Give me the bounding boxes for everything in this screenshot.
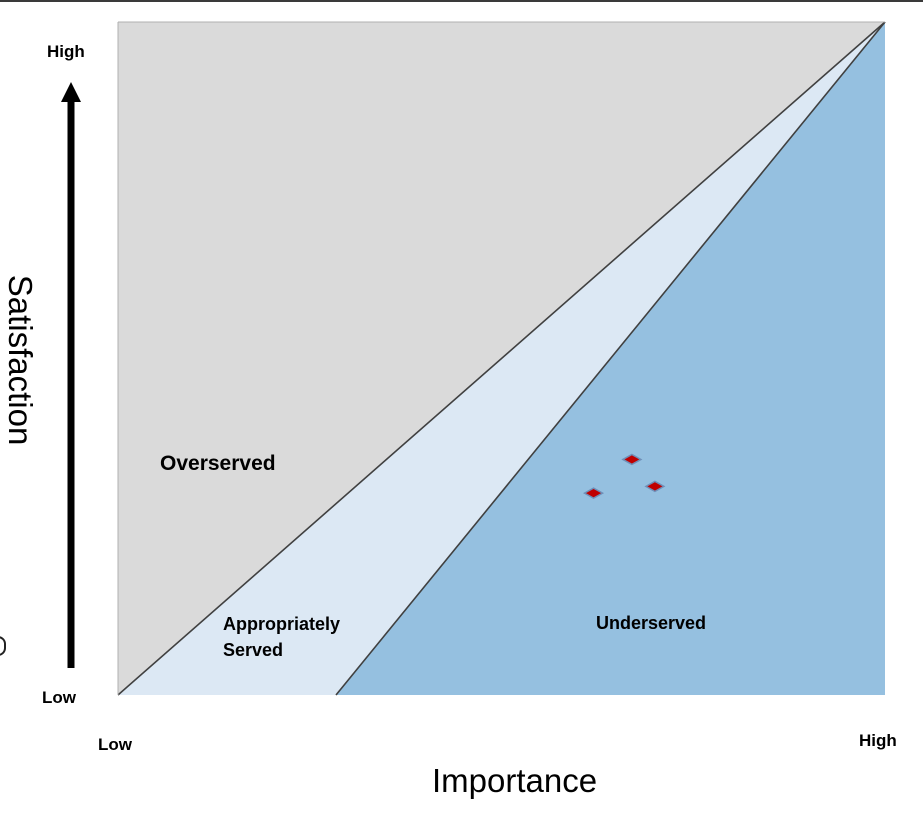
- data-point-1: [621, 453, 643, 466]
- data-point-3: [582, 487, 605, 499]
- appropriately-served-line1: Appropriately: [223, 614, 341, 634]
- appropriately-served-label: Appropriately Served: [223, 611, 340, 663]
- x-axis-high-label: High: [859, 731, 897, 750]
- y-axis-low-label: Low: [42, 688, 76, 707]
- y-axis-high-label: High: [47, 42, 85, 61]
- data-points: [582, 453, 666, 499]
- appropriately-served-line2: Served: [223, 640, 284, 660]
- x-axis-low-label: Low: [98, 735, 132, 754]
- top-border: [0, 0, 923, 2]
- y-axis-title: Satisfaction: [2, 274, 39, 446]
- data-point-2: [644, 480, 666, 493]
- underserved-boundary-line: [335, 21, 886, 696]
- underserved-label: Underserved: [596, 613, 707, 633]
- overserved-boundary-line: [117, 21, 886, 696]
- y-axis-arrow-head: [61, 82, 81, 102]
- overserved-label: Overserved: [160, 452, 276, 475]
- x-axis-title: Importance: [432, 762, 598, 799]
